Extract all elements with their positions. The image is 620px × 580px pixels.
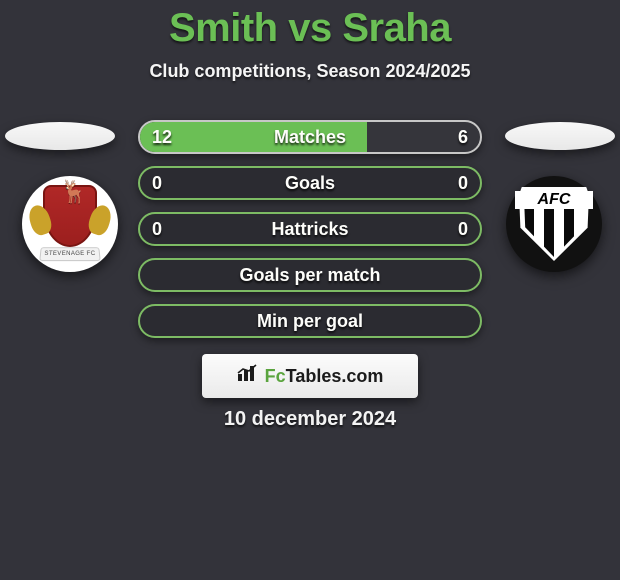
stat-right-value: 6 bbox=[458, 122, 468, 152]
stat-label: Hattricks bbox=[140, 214, 480, 244]
stat-label: Goals bbox=[140, 168, 480, 198]
stat-right-value: 0 bbox=[458, 214, 468, 244]
brand-text: FcTables.com bbox=[265, 366, 384, 387]
club-ribbon: STEVENAGE FC bbox=[39, 247, 100, 261]
crest-stevenage: 🦌 STEVENAGE FC bbox=[36, 185, 104, 263]
brand-suffix: Tables.com bbox=[286, 366, 384, 386]
stat-row-min-per-goal: Min per goal bbox=[138, 304, 482, 338]
stat-label: Matches bbox=[140, 122, 480, 152]
stat-right-value: 0 bbox=[458, 168, 468, 198]
deer-icon: 🦌 bbox=[60, 179, 87, 205]
bar-chart-icon bbox=[237, 364, 259, 388]
stat-label: Min per goal bbox=[140, 306, 480, 336]
club-badge-right: AFC bbox=[506, 176, 602, 272]
brand-box: FcTables.com bbox=[202, 354, 418, 398]
club-badge-left: 🦌 STEVENAGE FC bbox=[22, 176, 118, 272]
player-name-pill-right bbox=[505, 122, 615, 150]
club-initials: AFC bbox=[515, 191, 593, 209]
stat-row-matches: 12 Matches 6 bbox=[138, 120, 482, 154]
subtitle: Club competitions, Season 2024/2025 bbox=[0, 61, 620, 82]
stats-container: 12 Matches 6 0 Goals 0 0 Hattricks 0 Goa… bbox=[138, 120, 482, 350]
stat-row-goals-per-match: Goals per match bbox=[138, 258, 482, 292]
player-name-pill-left bbox=[5, 122, 115, 150]
page-title: Smith vs Sraha bbox=[0, 0, 620, 51]
crest-afc: AFC bbox=[515, 185, 593, 263]
stat-row-hattricks: 0 Hattricks 0 bbox=[138, 212, 482, 246]
stat-label: Goals per match bbox=[140, 260, 480, 290]
date-label: 10 december 2024 bbox=[0, 408, 620, 431]
stat-row-goals: 0 Goals 0 bbox=[138, 166, 482, 200]
brand-prefix: Fc bbox=[265, 366, 286, 386]
